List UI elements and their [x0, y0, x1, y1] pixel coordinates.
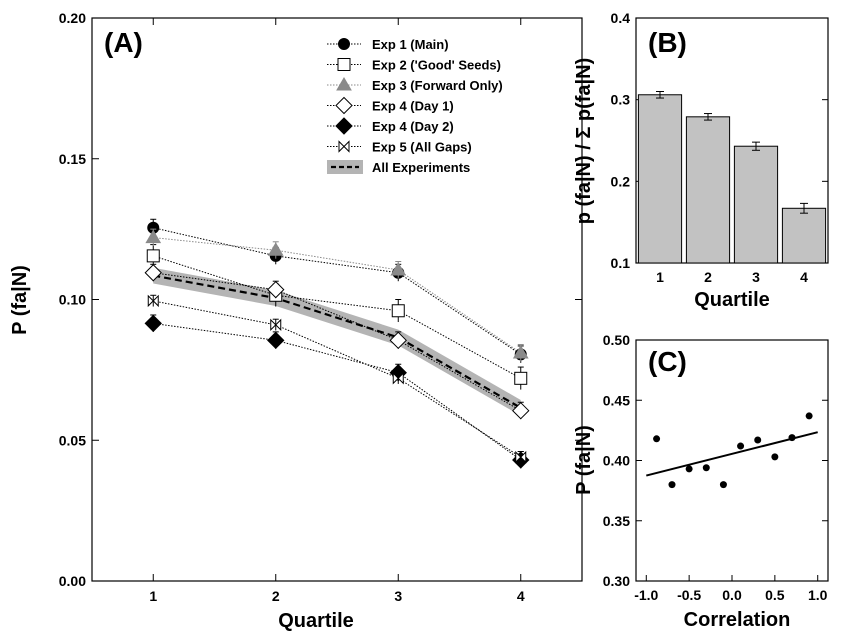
y-tick-label: 0.3: [611, 92, 631, 108]
all-experiments-band: [153, 267, 521, 416]
panel-c-ylabel: P (fa|N): [573, 425, 595, 495]
scatter-point: [653, 435, 661, 443]
legend-label: Exp 5 (All Gaps): [372, 140, 472, 155]
x-tick-label: 0.0: [722, 587, 742, 603]
bar: [733, 145, 779, 264]
panel-a-label: (A): [104, 27, 143, 58]
bar: [637, 94, 683, 264]
x-tick-label: 2: [704, 269, 712, 285]
data-point: [146, 249, 160, 263]
legend-marker: [338, 38, 350, 50]
x-tick-label: 2: [272, 588, 280, 604]
panel-a-plot-frame: [91, 17, 583, 582]
y-tick-label: 0.1: [611, 255, 631, 271]
panel-c-xlabel: Correlation: [684, 609, 791, 631]
data-point: [270, 318, 282, 332]
legend-marker: [338, 140, 350, 153]
y-tick-label: 0.15: [59, 151, 86, 167]
series-line: [153, 322, 522, 461]
data-point: [515, 450, 527, 464]
x-tick-label: 1: [656, 269, 664, 285]
data-point: [392, 372, 404, 385]
data-point: [512, 344, 529, 359]
series-line: [153, 255, 521, 379]
scatter-point: [805, 412, 813, 420]
data-point: [512, 401, 530, 420]
x-tick-label: 3: [752, 269, 760, 285]
data-point: [267, 242, 284, 256]
scatter-point: [771, 453, 779, 461]
series-line: [153, 300, 522, 458]
legend-label: All Experiments: [372, 160, 470, 175]
panel-a-legend: Exp 1 (Main) Exp 2 ('Good' Seeds) Exp 3 (F…: [327, 37, 503, 175]
legend-label: Exp 4 (Day 1): [372, 99, 454, 114]
x-tick-label: 1.0: [808, 587, 828, 603]
panel-a-ylabel: P (fa|N): [9, 265, 31, 335]
y-tick-label: 0.30: [603, 573, 630, 589]
legend-marker: [337, 58, 351, 71]
legend-marker: [335, 117, 353, 135]
series-line: [153, 237, 522, 354]
x-tick-label: -1.0: [634, 587, 658, 603]
data-point: [389, 331, 407, 350]
panel-b-label: (B): [648, 27, 687, 58]
x-tick-label: 1: [149, 588, 157, 604]
legend-band-swatch: [327, 160, 363, 174]
data-point: [390, 261, 407, 276]
data-point: [144, 314, 162, 333]
y-tick-label: 0.05: [59, 432, 86, 448]
data-point: [391, 304, 405, 318]
panel-c-label: (C): [648, 346, 687, 377]
panel-b-plot-frame: [635, 17, 829, 264]
x-tick-label: 3: [394, 588, 402, 604]
y-tick-label: 0.40: [603, 453, 630, 469]
y-tick-label: 0.50: [603, 332, 630, 348]
series-line: [153, 272, 521, 412]
bar: [781, 207, 827, 264]
y-tick-label: 0.20: [59, 10, 86, 26]
panel-b-ylabel: p (fa|N) / Σ p(fa|N): [573, 58, 595, 225]
data-point: [267, 280, 285, 299]
legend-label: Exp 2 ('Good' Seeds): [372, 58, 501, 73]
scatter-point: [668, 481, 676, 489]
legend-label: Exp 3 (Forward Only): [372, 78, 503, 93]
x-tick-label: 4: [800, 269, 808, 285]
scatter-point: [754, 436, 762, 444]
legend-label: Exp 4 (Day 2): [372, 119, 454, 134]
x-tick-label: 4: [517, 588, 525, 604]
y-tick-label: 0.4: [611, 10, 631, 26]
legend-marker: [336, 77, 352, 91]
scatter-point: [685, 465, 693, 473]
legend-label: Exp 1 (Main): [372, 37, 449, 52]
panel-a-xlabel: Quartile: [278, 610, 354, 632]
y-tick-label: 0.2: [611, 173, 631, 189]
panel-a: (A) 0.00 0.05 0.10 0.15 0.20 1 2 3 4 Quartile P …: [9, 10, 583, 632]
scatter-point: [702, 464, 710, 472]
y-tick-label: 0.10: [59, 292, 86, 308]
scatter-point: [788, 434, 796, 442]
data-point: [514, 371, 528, 385]
data-point: [145, 229, 162, 244]
data-point: [267, 331, 285, 350]
legend-marker: [335, 96, 353, 115]
y-tick-label: 0.00: [59, 573, 86, 589]
panel-b: (B) 0.1 0.2 0.3 0.4 1 2 3 4 Quartile p (fa|N) /…: [573, 10, 829, 311]
y-tick-label: 0.35: [603, 513, 630, 529]
y-tick-label: 0.45: [603, 392, 630, 408]
scatter-point: [719, 481, 727, 489]
panel-b-xlabel: Quartile: [694, 289, 770, 311]
data-point: [147, 294, 159, 308]
all-experiments-line: [153, 274, 522, 409]
data-point: [144, 264, 162, 282]
x-tick-label: -0.5: [677, 587, 701, 603]
panel-c: (C) 0.30 0.35 0.40 0.45 0.50 -1.0 -0.5 0.0 0.5 1.…: [573, 332, 829, 631]
x-tick-label: 0.5: [765, 587, 785, 603]
scatter-point: [737, 442, 745, 450]
bar: [685, 116, 731, 264]
